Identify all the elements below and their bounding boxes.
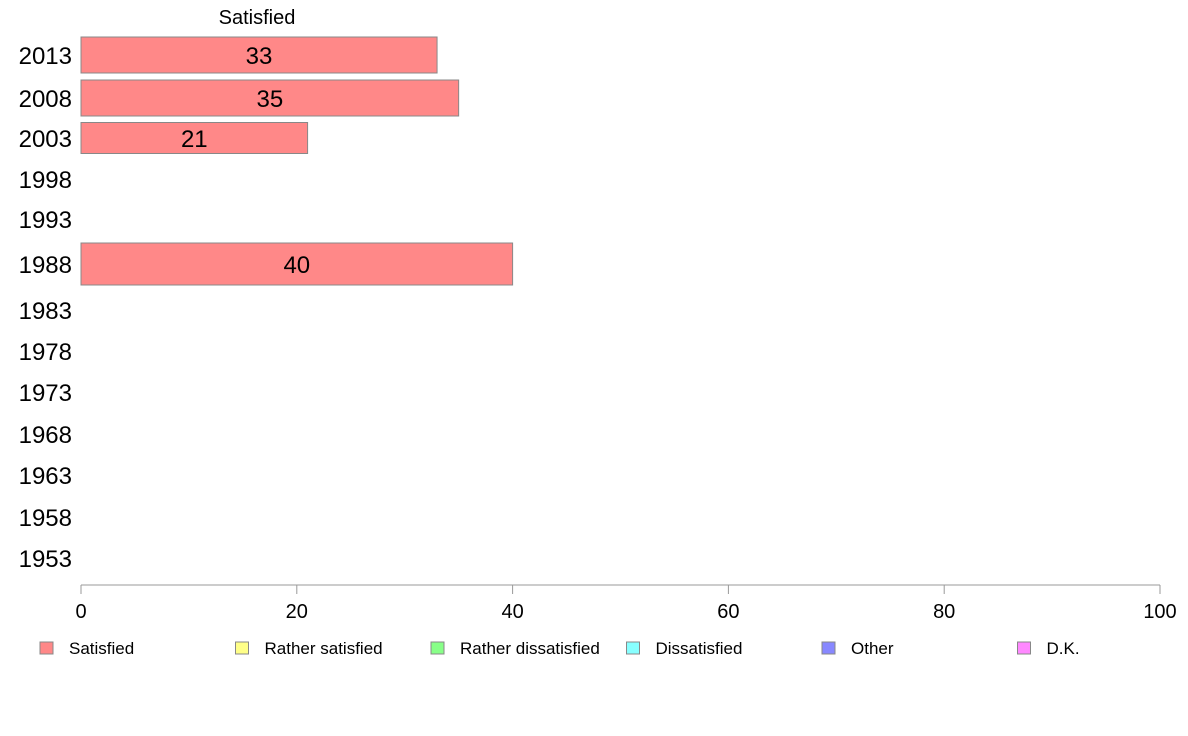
bar-value-label: 35 <box>256 86 283 113</box>
year-label: 1963 <box>19 463 72 490</box>
year-label: 2008 <box>19 86 72 113</box>
year-label: 1988 <box>19 252 72 279</box>
year-label: 1978 <box>19 339 72 366</box>
year-label: 1968 <box>19 422 72 449</box>
x-tick-label: 40 <box>501 601 523 623</box>
legend-swatch <box>39 641 54 655</box>
x-tick-label: 20 <box>286 601 308 623</box>
x-tick-label: 0 <box>75 601 86 623</box>
year-label: 2013 <box>19 43 72 70</box>
year-label: 2003 <box>19 126 72 153</box>
bars-group: 33 35 21 40 <box>80 36 514 286</box>
bar-value-label: 21 <box>181 126 208 153</box>
legend-label: D.K. <box>1047 639 1080 658</box>
year-label: 1983 <box>19 298 72 325</box>
legend-label: Dissatisfied <box>656 639 743 658</box>
legend-label: Rather dissatisfied <box>460 639 600 658</box>
x-tick-label: 100 <box>1143 601 1176 623</box>
year-label: 1993 <box>19 207 72 234</box>
bar-satisfied-2008 <box>80 79 460 117</box>
bar-satisfied-2013 <box>80 36 438 74</box>
legend-swatch <box>821 641 836 655</box>
x-tick-label: 80 <box>933 601 955 623</box>
year-label: 1998 <box>19 167 72 194</box>
legend: Satisfied Rather satisfied Rather dissatis… <box>39 639 1080 658</box>
legend-label: Rather satisfied <box>265 639 383 658</box>
column-header: Satisfied <box>219 7 296 29</box>
x-tick-label: 60 <box>717 601 739 623</box>
legend-swatch <box>626 641 640 655</box>
bar-value-label: 33 <box>246 43 273 70</box>
year-label: 1953 <box>19 546 72 573</box>
legend-label: Other <box>851 639 894 658</box>
legend-swatch <box>235 641 249 655</box>
legend-swatch <box>430 641 445 655</box>
bar-satisfied-2003 <box>80 122 309 154</box>
year-label: 1958 <box>19 505 72 532</box>
legend-label: Satisfied <box>69 639 134 658</box>
year-label: 1973 <box>19 380 72 407</box>
x-axis: 0 20 40 60 80 100 <box>75 584 1177 623</box>
bar-satisfied-1988 <box>80 242 514 286</box>
bar-value-label: 40 <box>283 252 310 279</box>
year-labels-group: 2013 2008 2003 1998 1993 1988 1983 1978 1973 1968… <box>19 43 72 573</box>
legend-swatch <box>1017 641 1031 655</box>
